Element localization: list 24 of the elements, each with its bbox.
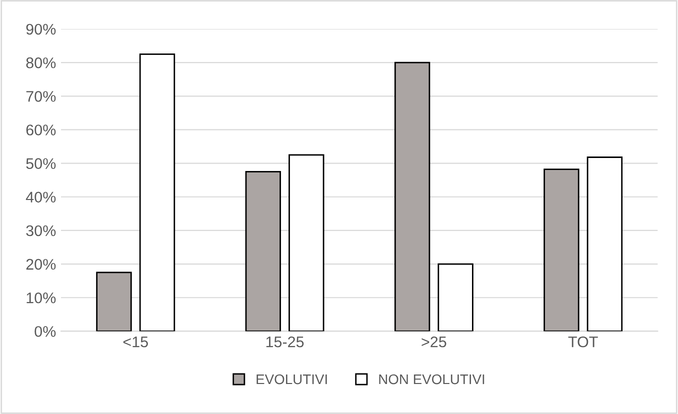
legend-label: EVOLUTIVI [256,374,327,384]
y-tick-label: 80% [26,57,56,68]
y-tick-label: 40% [26,192,56,203]
x-tick-label: >25 [422,336,446,348]
y-tick-label: 30% [26,225,56,236]
bar [245,171,281,332]
bar [96,272,132,332]
y-tick-label: 70% [26,91,56,102]
y-tick-label: 90% [26,24,56,35]
y-tick-label: 60% [26,124,56,136]
y-tick-label: 0% [34,326,56,337]
bar [438,263,474,332]
y-tick-label: 20% [26,258,56,270]
bar [394,62,430,332]
x-tick-label: <15 [123,336,148,348]
bar [288,154,324,332]
bar [586,156,623,332]
x-tick-label: 15-25 [266,336,304,348]
bar [139,53,176,332]
x-tick-label: TOT [568,336,598,348]
bar [544,168,580,332]
y-tick-label: 10% [26,292,56,304]
legend-label: NON EVOLUTIVI [379,374,484,384]
y-tick-label: 50% [26,158,56,169]
